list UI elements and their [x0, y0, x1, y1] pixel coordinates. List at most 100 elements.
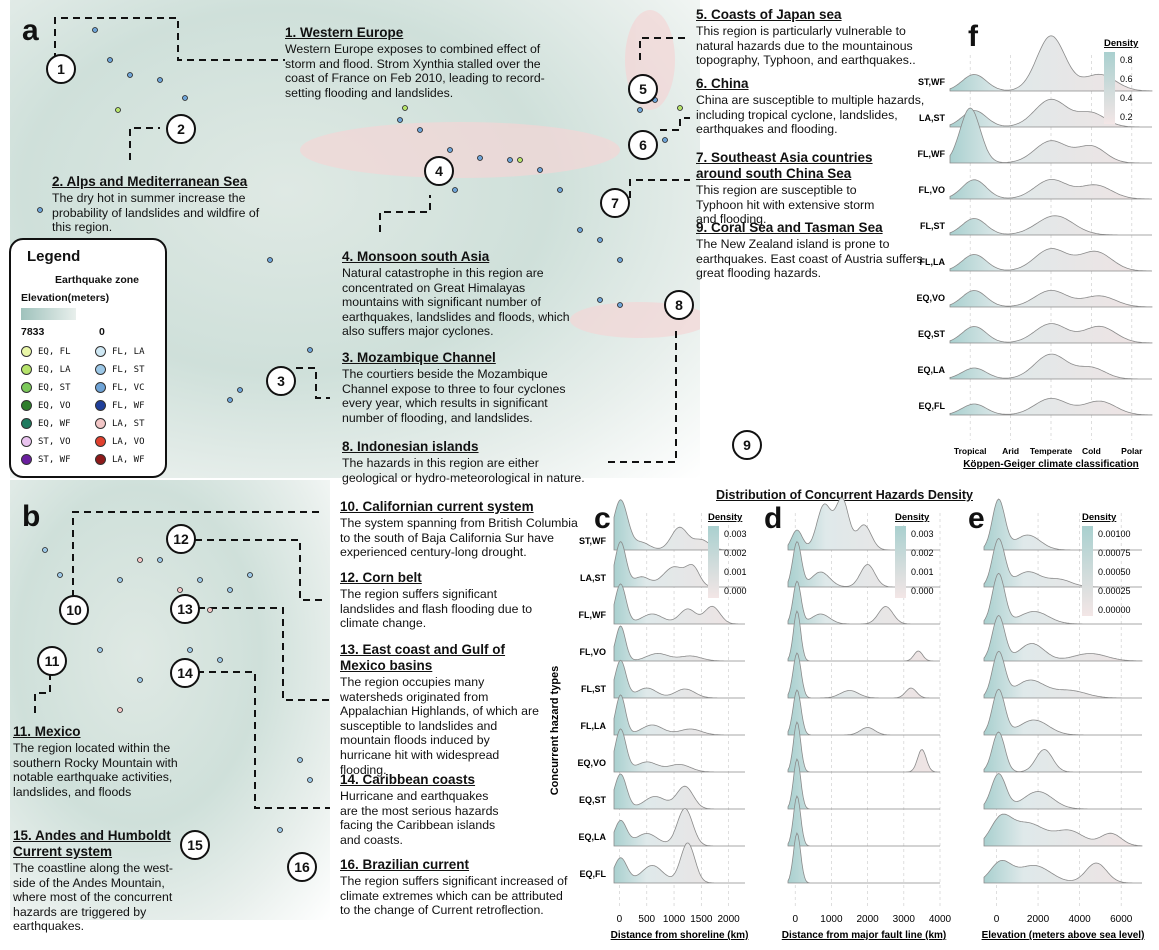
density-legend-title: Density — [1104, 38, 1139, 49]
ridge-d-EQ,FL — [787, 832, 940, 884]
ridge-f-FL,LA — [949, 248, 1153, 272]
ridge-d-FL,VO — [787, 610, 940, 662]
legend-item-right-3: FL, WF — [95, 400, 145, 411]
map-b — [10, 480, 330, 920]
ridge-d-FL,LA — [787, 689, 940, 736]
marker-13: 13 — [170, 594, 200, 624]
marker-9: 9 — [732, 430, 762, 460]
category-label: EQ,LA — [578, 832, 606, 842]
annot-12: 12. Corn belt The region suffers signific… — [340, 570, 555, 631]
marker-5: 5 — [628, 74, 658, 104]
category-label: EQ,VO — [916, 293, 945, 303]
tick-label: 1000 — [820, 914, 843, 925]
tick-label: 3000 — [893, 914, 916, 925]
annot-10: 10. Californian current system The system… — [340, 499, 590, 560]
annot-16-title: 16. Brazilian current — [340, 857, 470, 872]
legend-swatch-icon — [95, 346, 106, 357]
ridge-c-EQ,ST — [613, 773, 745, 810]
ridge-d-LA,ST — [787, 540, 940, 588]
category-label: EQ,ST — [918, 329, 946, 339]
annot-15-title: 15. Andes and Humboldt Current system — [13, 828, 171, 859]
annot-10-text: The system spanning from British Columbi… — [340, 516, 578, 560]
legend-item-label: ST, WF — [38, 455, 71, 465]
ridge-e-ST,WF — [983, 498, 1142, 551]
density-legend-tick: 0.002 — [911, 548, 934, 558]
ridge-f-ST,WF — [949, 35, 1153, 92]
x-axis-label: Distance from shoreline (km) — [611, 930, 749, 941]
legend-item-right-6: LA, WF — [95, 454, 145, 465]
annot-14-title: 14. Caribbean coasts — [340, 772, 476, 787]
marker-14: 14 — [170, 658, 200, 688]
annot-3: 3. Mozambique Channel The courtiers besid… — [342, 350, 572, 425]
annot-5-title: 5. Coasts of Japan sea — [696, 7, 842, 22]
tick-label: 0 — [617, 914, 623, 925]
category-label: FL,WF — [579, 610, 607, 620]
annot-4: 4. Monsoon south Asia Natural catastrophe… — [342, 249, 582, 339]
density-legend-tick: 0.00000 — [1098, 605, 1131, 615]
legend-title: Legend — [27, 248, 81, 265]
density-legend-tick: 0.6 — [1120, 74, 1133, 84]
legend-elev-max: 7833 — [21, 326, 45, 338]
density-legend-tick: 0.003 — [911, 529, 934, 539]
annot-1-text: Western Europe exposes to combined effec… — [285, 42, 545, 100]
density-legend-tick: 0.8 — [1120, 55, 1133, 65]
tick-label: Cold — [1082, 446, 1101, 456]
density-legend-tick: 0.00050 — [1098, 567, 1131, 577]
category-label: FL,ST — [581, 684, 606, 694]
annot-9-text: The New Zealand island is prone to earth… — [696, 237, 923, 281]
panel-letter-a: a — [22, 14, 39, 47]
density-legend-bar — [895, 526, 906, 598]
ridge-f-EQ,FL — [949, 397, 1153, 416]
legend-swatch-icon — [95, 454, 106, 465]
legend-swatch-icon — [95, 364, 106, 375]
annot-2-title: 2. Alps and Mediterranean Sea — [52, 174, 248, 189]
ridge-d-FL,WF — [787, 580, 940, 625]
annot-9: 9. Coral Sea and Tasman Sea The New Zeala… — [696, 220, 926, 281]
legend-item-left-1: EQ, LA — [21, 364, 71, 375]
annot-7-title: 7. Southeast Asia countries around south… — [696, 150, 873, 181]
marker-8: 8 — [664, 290, 694, 320]
legend-item-right-4: LA, ST — [95, 418, 145, 429]
ridge-f-FL,ST — [949, 215, 1152, 236]
legend: Legend Earthquake zone Elevation(meters)… — [9, 238, 167, 478]
ridge-d-ST,WF — [787, 497, 940, 551]
density-legend-tick: 0.4 — [1120, 93, 1133, 103]
category-label: EQ,LA — [917, 365, 945, 375]
tick-label: 0 — [994, 914, 1000, 925]
legend-swatch-icon — [21, 382, 32, 393]
annot-12-title: 12. Corn belt — [340, 570, 422, 585]
legend-item-left-5: ST, VO — [21, 436, 71, 447]
category-label: EQ,ST — [579, 795, 607, 805]
marker-12: 12 — [166, 524, 196, 554]
x-axis-label: Elevation (meters above sea level) — [982, 930, 1145, 941]
tick-label: 4000 — [929, 914, 952, 925]
category-label: EQ,FL — [919, 401, 946, 411]
ridge-c-EQ,FL — [613, 842, 745, 884]
annot-15-text: The coastline along the west-side of the… — [13, 861, 173, 934]
panel-letter-c: c — [594, 502, 611, 535]
category-label: FL,VO — [919, 185, 946, 195]
map-b-overlays — [34, 511, 330, 833]
legend-item-right-2: FL, VC — [95, 382, 145, 393]
legend-swatch-icon — [95, 436, 106, 447]
density-legend-tick: 0.00025 — [1098, 586, 1131, 596]
ridge-e-FL,VO — [983, 615, 1143, 662]
legend-elevation-bar — [21, 308, 76, 320]
legend-swatch-icon — [21, 418, 32, 429]
legend-item-label: ST, VO — [38, 437, 71, 447]
annot-5: 5. Coasts of Japan sea This region is par… — [696, 7, 936, 68]
category-label: EQ,VO — [577, 758, 606, 768]
ridge-e-EQ,VO — [983, 731, 1142, 773]
legend-item-right-1: FL, ST — [95, 364, 145, 375]
legend-elevation: Elevation(meters) — [21, 292, 110, 304]
category-label: EQ,FL — [580, 869, 607, 879]
density-legend-bar — [1082, 526, 1093, 616]
category-label: FL,VO — [580, 647, 607, 657]
annot-6: 6. China China are susceptible to multipl… — [696, 76, 936, 137]
ridge-f-EQ,VO — [949, 290, 1153, 308]
category-label: FL,LA — [581, 721, 607, 731]
annot-3-title: 3. Mozambique Channel — [342, 350, 496, 365]
annot-1-title: 1. Western Europe — [285, 25, 404, 40]
panel-letter-f: f — [968, 20, 978, 53]
tick-label: 1500 — [690, 914, 713, 925]
